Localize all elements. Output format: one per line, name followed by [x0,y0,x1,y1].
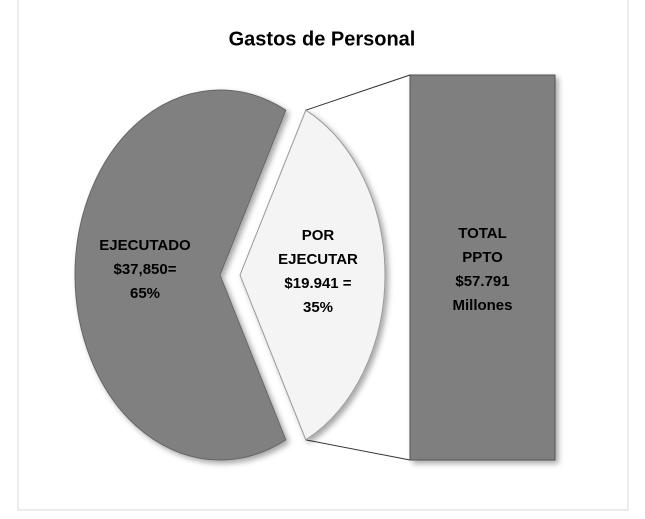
bar-label: $57.791 [455,273,509,290]
bar-label: TOTAL [458,225,507,242]
bar-label: PPTO [462,249,503,266]
chart-title: Gastos de Personal [229,28,416,50]
data-label: 35% [303,299,333,316]
bar-label: Millones [452,297,512,314]
data-label: 65% [130,285,160,302]
slice-label: EJECUTADO [99,237,191,254]
slice-label: POR EJECUTAR [278,227,358,268]
data-label: $19.941 = [284,275,351,292]
data-label: $37,850= [114,261,177,278]
pie-slice [74,89,287,461]
total-bar [409,74,556,461]
pie-slice [239,109,386,441]
